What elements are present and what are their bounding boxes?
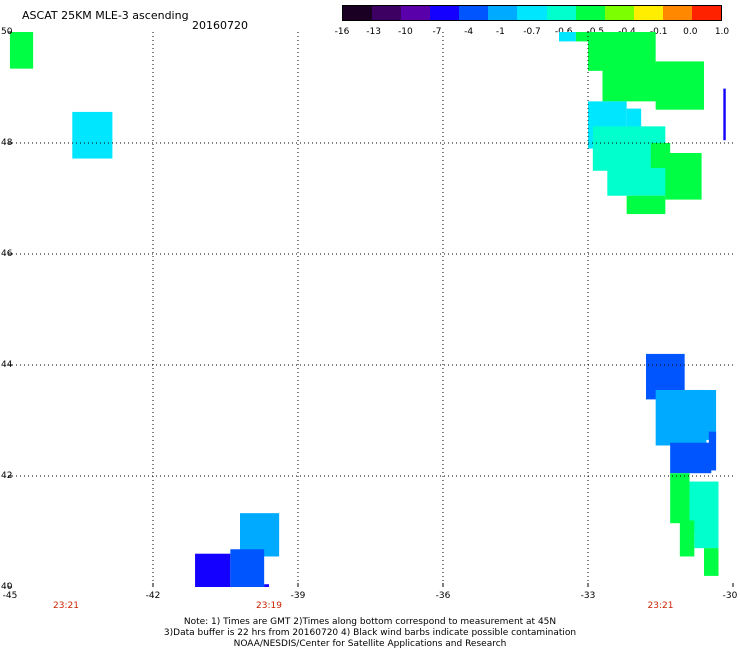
colorbar-label: -13 <box>366 27 382 37</box>
data-cell <box>559 32 576 42</box>
map-date: 20160720 <box>192 19 248 32</box>
note-line-2: 3)Data buffer is 22 hrs from 20160720 4)… <box>163 628 577 638</box>
colorbar-segment <box>517 6 547 20</box>
colorbar-label: -7 <box>432 27 442 37</box>
time-label: 23:21 <box>53 601 79 611</box>
lon-tick-label: -33 <box>580 591 596 601</box>
data-cell <box>655 61 704 110</box>
colorbar <box>342 5 722 21</box>
note-line-1: Note: 1) Times are GMT 2)Times along bot… <box>183 617 557 627</box>
data-cell <box>723 88 726 141</box>
lon-tick-label: -39 <box>290 591 306 601</box>
data-cell <box>708 431 717 471</box>
colorbar-segment <box>633 6 663 20</box>
colorbar-segment <box>546 6 576 20</box>
data-cell <box>9 32 34 69</box>
colorbar-label: -0.1 <box>649 27 668 37</box>
colorbar-label: -10 <box>397 27 413 37</box>
data-cell <box>704 548 719 576</box>
data-cell <box>670 442 712 474</box>
colorbar-segment <box>691 6 722 20</box>
data-cell <box>665 152 702 200</box>
data-cells <box>9 32 726 587</box>
lat-tick-label: 50 <box>1 27 13 37</box>
lat-tick-label: 40 <box>1 582 13 592</box>
lon-tick-label: -45 <box>2 591 18 601</box>
colorbar-segment <box>662 6 692 20</box>
data-cell <box>679 520 695 557</box>
colorbar-segment <box>430 6 460 20</box>
colorbar-segment <box>459 6 489 20</box>
lon-tick-label: -36 <box>435 591 451 601</box>
data-cell <box>230 549 265 587</box>
colorbar-segment <box>343 6 373 20</box>
colorbar-label: 1.0 <box>714 27 730 37</box>
colorbar-segment <box>401 6 431 20</box>
lat-tick-label: 48 <box>1 138 13 148</box>
lat-tick-label: 42 <box>1 471 13 481</box>
colorbar-segment <box>575 6 605 20</box>
colorbar-label: -16 <box>334 27 350 37</box>
time-label: 23:21 <box>647 601 674 611</box>
map-title: ASCAT 25KM MLE-3 ascending <box>22 9 189 22</box>
data-cell <box>602 62 666 102</box>
lat-tick-label: 44 <box>1 360 13 370</box>
colorbar-segment <box>604 6 634 20</box>
lon-tick-label: -42 <box>145 591 161 601</box>
data-cell <box>72 111 113 159</box>
lat-tick-label: 46 <box>1 249 13 259</box>
data-cell <box>195 553 231 587</box>
colorbar-label: 0.0 <box>683 27 698 37</box>
lon-tick-label: -30 <box>722 591 738 601</box>
time-label: 23:19 <box>256 601 282 611</box>
colorbar-segment <box>372 6 402 20</box>
data-cell <box>264 584 269 587</box>
data-cell <box>670 473 690 524</box>
colorbar-label: -4 <box>464 27 474 37</box>
data-cell <box>607 167 675 196</box>
note-line-3: NOAA/NESDIS/Center for Satellite Applica… <box>233 639 507 649</box>
data-cell <box>694 531 719 549</box>
colorbar-segment <box>488 6 518 20</box>
colorbar-label: -1 <box>495 27 505 37</box>
grid-lines <box>7 31 734 588</box>
colorbar-label: -0.7 <box>523 27 541 37</box>
data-cell <box>626 195 666 215</box>
